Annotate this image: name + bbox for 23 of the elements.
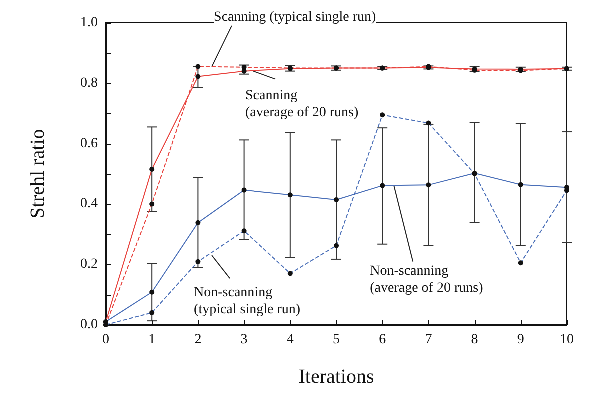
x-tick-label: 4 bbox=[286, 332, 294, 348]
x-tick-label: 10 bbox=[560, 332, 574, 348]
y-axis-title: Strehl ratio bbox=[27, 129, 49, 219]
annotation: Non-scanning (average of 20 runs) bbox=[370, 264, 484, 296]
y-tick-label: 0.6 bbox=[80, 136, 98, 152]
annotation: Scanning (typical single run) bbox=[214, 10, 376, 25]
y-tick-label: 1.0 bbox=[80, 16, 98, 30]
y-tick-label: 0.2 bbox=[80, 257, 98, 272]
x-tick-label: 3 bbox=[240, 332, 248, 348]
x-tick-label: 2 bbox=[194, 332, 202, 348]
annotation: Scanning (average of 20 runs) bbox=[246, 88, 359, 120]
annotation: Non-scanning (typical single run) bbox=[194, 286, 301, 318]
x-tick-label: 1 bbox=[148, 332, 156, 348]
y-tick-label: 0.8 bbox=[80, 76, 98, 91]
x-axis-title: Iterations bbox=[298, 366, 374, 388]
x-tick-label: 8 bbox=[471, 332, 478, 348]
x-tick-label: 5 bbox=[333, 332, 340, 348]
y-tick-label: 0.4 bbox=[80, 196, 98, 212]
x-tick-label: 6 bbox=[379, 332, 386, 348]
y-tick-label: 0.0 bbox=[80, 318, 98, 332]
x-tick-label: 9 bbox=[517, 332, 524, 348]
x-tick-label: 0 bbox=[102, 332, 110, 348]
x-tick-label: 7 bbox=[425, 332, 432, 348]
